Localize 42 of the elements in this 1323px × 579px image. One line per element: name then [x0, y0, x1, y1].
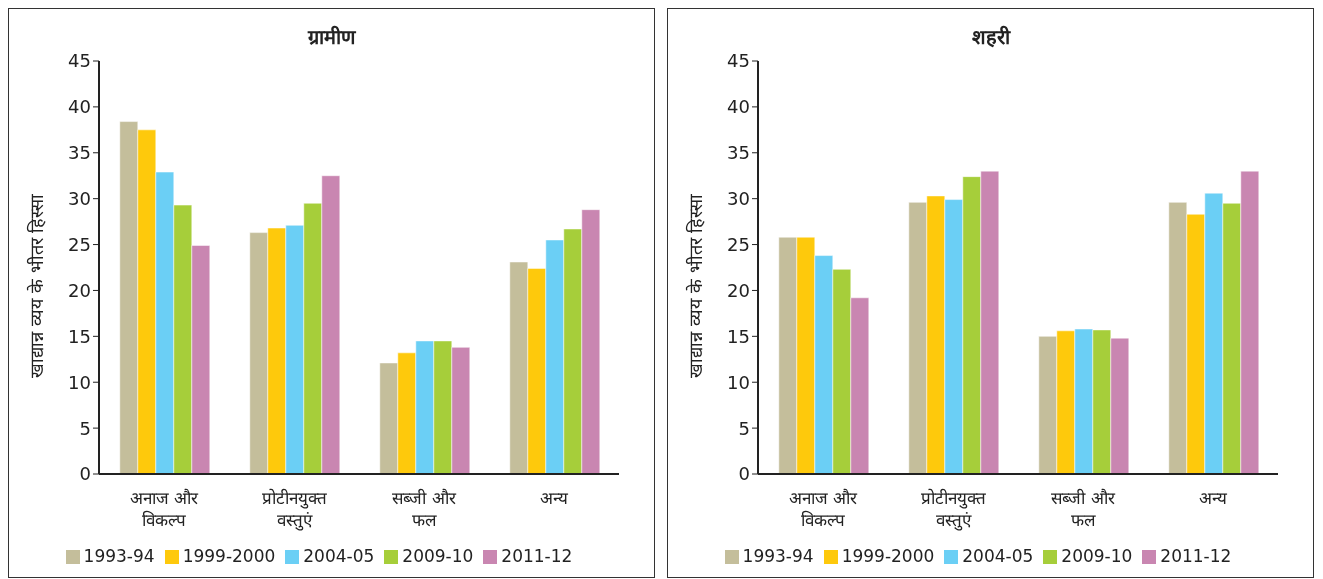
y-tick-label: 45 — [68, 50, 91, 72]
y-tick-label: 5 — [738, 417, 750, 439]
x-tick-label: अनाज और विकल्प — [788, 488, 859, 530]
y-tick-label: 30 — [68, 188, 91, 210]
y-tick-label: 20 — [727, 279, 750, 301]
y-tick-label: 25 — [727, 233, 750, 255]
y-axis-title: खाद्यान्न व्यय के भीतर हिस्सा — [685, 193, 707, 378]
y-tick-label: 45 — [727, 50, 750, 72]
y-tick-label: 5 — [79, 417, 91, 439]
legend-label: 2004-05 — [962, 546, 1034, 566]
legend-label: 1993-94 — [742, 546, 814, 566]
y-tick-label: 40 — [68, 96, 91, 118]
y-tick-label: 15 — [727, 325, 750, 347]
y-tick-label: 0 — [79, 463, 91, 485]
legend-label: 2011-12 — [501, 546, 573, 566]
y-tick-label: 10 — [727, 371, 750, 393]
legend-label: 2004-05 — [303, 546, 375, 566]
y-tick-label: 20 — [68, 279, 91, 301]
chart-title: शहरी — [970, 24, 1012, 51]
x-tick-label: प्रोटीनयुक्त वस्तुएं — [920, 488, 986, 531]
legend-label: 2011-12 — [1160, 546, 1232, 566]
x-tick-label: अन्य — [540, 488, 569, 508]
legend-label: 1999-2000 — [841, 546, 935, 566]
y-axis-title: खाद्यान्न व्यय के भीतर हिस्सा — [26, 193, 48, 378]
y-tick-label: 0 — [738, 463, 750, 485]
x-tick-label: सब्जी और फल — [392, 488, 457, 530]
y-tick-label: 35 — [727, 142, 750, 164]
y-tick-label: 35 — [68, 142, 91, 164]
legend-label: 2009-10 — [402, 546, 474, 566]
y-tick-label: 10 — [68, 371, 91, 393]
legend-label: 2009-10 — [1061, 546, 1133, 566]
x-tick-label: अनाज और विकल्प — [129, 488, 200, 530]
x-tick-label: प्रोटीनयुक्त वस्तुएं — [261, 488, 327, 531]
x-tick-label: सब्जी और फल — [1051, 488, 1116, 530]
y-tick-label: 30 — [727, 188, 750, 210]
legend-label: 1993-94 — [83, 546, 155, 566]
y-tick-label: 40 — [727, 96, 750, 118]
y-tick-label: 15 — [68, 325, 91, 347]
legend-label: 1999-2000 — [182, 546, 276, 566]
chart-title: ग्रामीण — [306, 24, 357, 51]
x-tick-label: अन्य — [1199, 488, 1228, 508]
y-tick-label: 25 — [68, 233, 91, 255]
